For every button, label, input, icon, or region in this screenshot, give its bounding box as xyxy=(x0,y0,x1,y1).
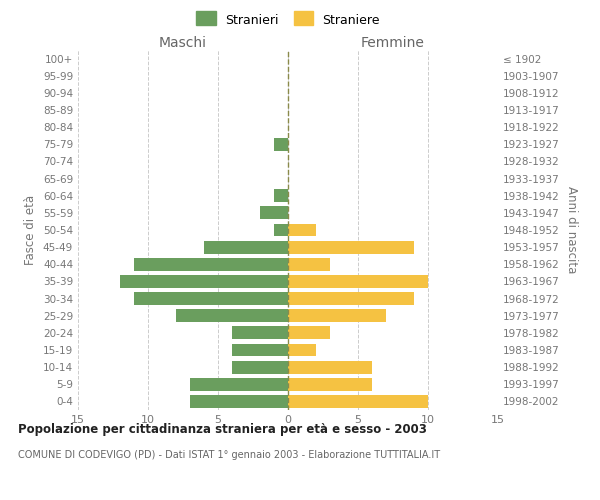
Bar xyxy=(288,378,372,390)
Y-axis label: Anni di nascita: Anni di nascita xyxy=(565,186,578,274)
Bar xyxy=(120,275,288,288)
Bar xyxy=(232,326,288,340)
Bar xyxy=(288,326,330,340)
Bar xyxy=(176,310,288,322)
Bar xyxy=(288,240,414,254)
Text: Maschi: Maschi xyxy=(159,36,207,50)
Bar xyxy=(288,275,428,288)
Bar xyxy=(190,395,288,408)
Y-axis label: Fasce di età: Fasce di età xyxy=(25,195,37,265)
Bar xyxy=(288,395,428,408)
Bar xyxy=(134,292,288,305)
Text: COMUNE DI CODEVIGO (PD) - Dati ISTAT 1° gennaio 2003 - Elaborazione TUTTITALIA.I: COMUNE DI CODEVIGO (PD) - Dati ISTAT 1° … xyxy=(18,450,440,460)
Bar xyxy=(288,310,386,322)
Text: Femmine: Femmine xyxy=(361,36,425,50)
Legend: Stranieri, Straniere: Stranieri, Straniere xyxy=(191,8,385,32)
Bar xyxy=(288,224,316,236)
Bar xyxy=(204,240,288,254)
Bar xyxy=(274,138,288,150)
Bar xyxy=(288,344,316,356)
Bar xyxy=(288,292,414,305)
Bar xyxy=(274,190,288,202)
Bar xyxy=(232,360,288,374)
Text: Popolazione per cittadinanza straniera per età e sesso - 2003: Popolazione per cittadinanza straniera p… xyxy=(18,422,427,436)
Bar xyxy=(274,224,288,236)
Bar xyxy=(232,344,288,356)
Bar xyxy=(288,360,372,374)
Bar xyxy=(190,378,288,390)
Bar xyxy=(288,258,330,270)
Bar xyxy=(260,206,288,220)
Bar xyxy=(134,258,288,270)
